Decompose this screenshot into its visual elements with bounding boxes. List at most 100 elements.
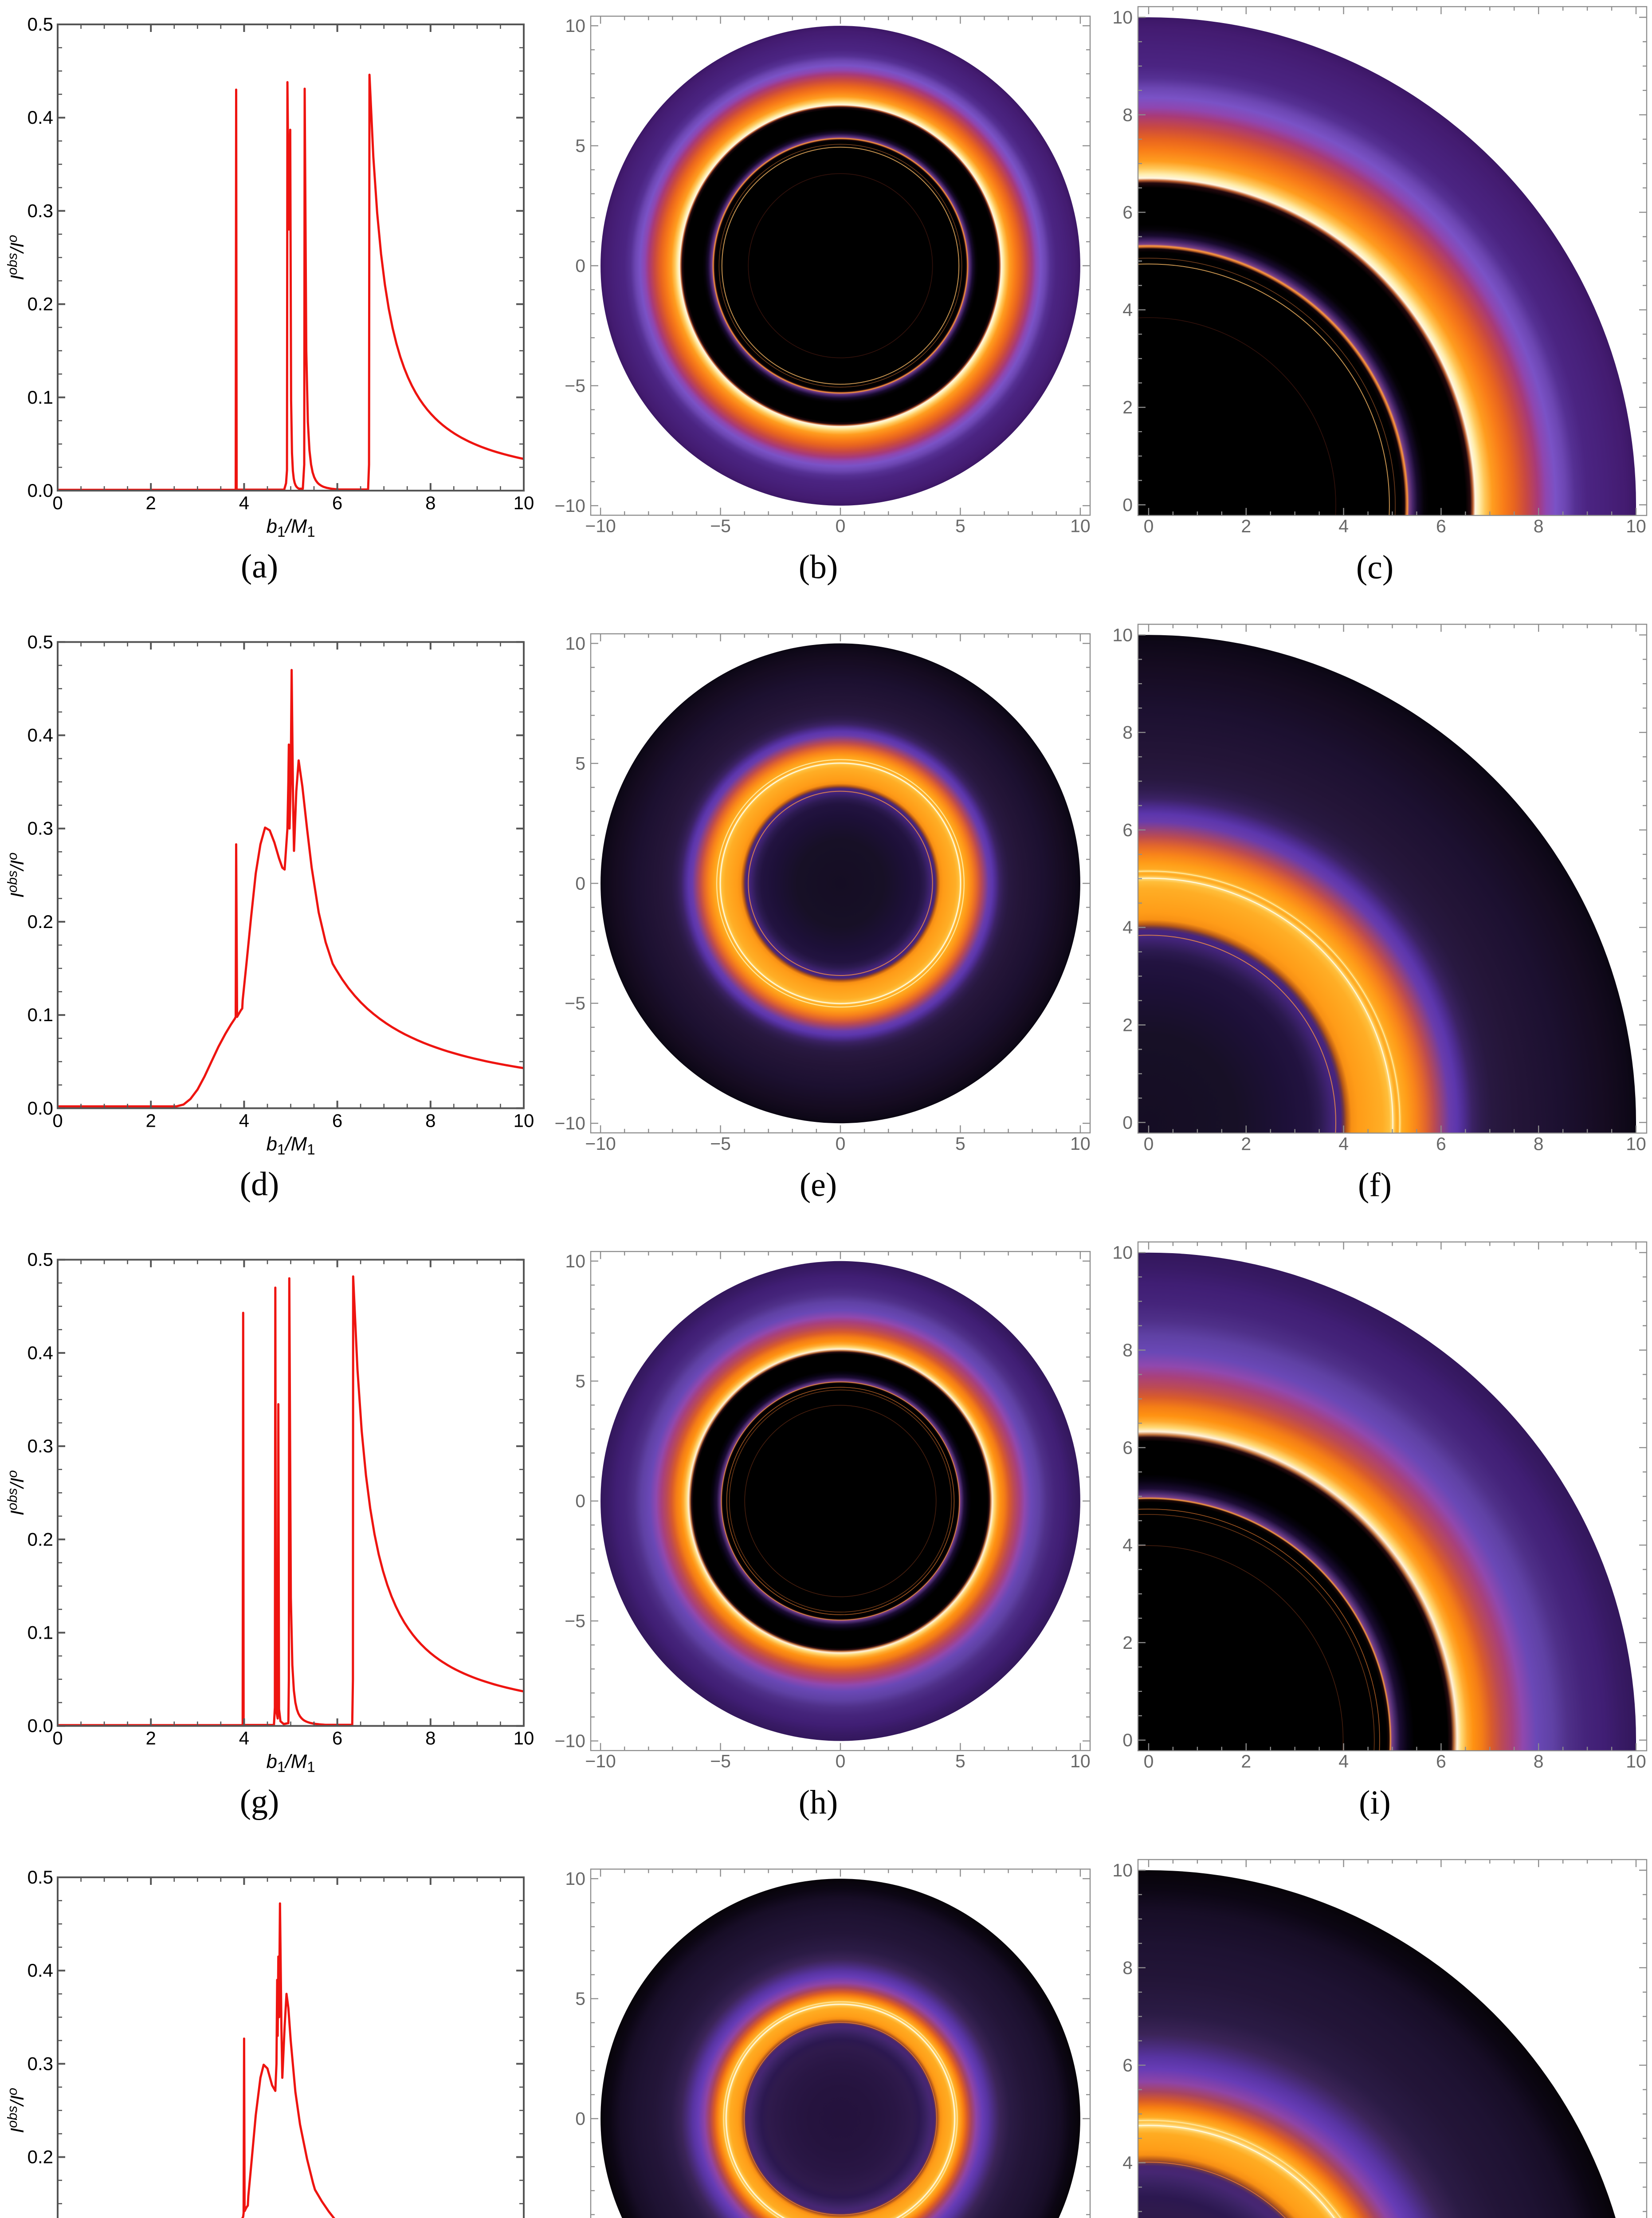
svg-text:8: 8: [1534, 1133, 1544, 1154]
svg-text:4: 4: [1338, 516, 1349, 536]
svg-text:0: 0: [575, 256, 585, 276]
svg-text:10: 10: [565, 633, 585, 653]
svg-text:0: 0: [575, 2108, 585, 2129]
svg-text:0.5: 0.5: [27, 631, 53, 652]
svg-text:0.1: 0.1: [27, 387, 53, 408]
svg-text:4: 4: [1122, 299, 1133, 320]
svg-text:−5: −5: [710, 1751, 731, 1771]
svg-text:10: 10: [1112, 1243, 1133, 1263]
svg-text:(b): (b): [799, 549, 838, 586]
svg-text:6: 6: [1122, 1437, 1133, 1458]
svg-text:0: 0: [52, 1728, 63, 1749]
svg-text:−5: −5: [565, 993, 585, 1014]
svg-text:2: 2: [1122, 397, 1133, 417]
svg-text:0.1: 0.1: [27, 1622, 53, 1643]
svg-text:6: 6: [1436, 1133, 1446, 1154]
svg-text:0.2: 0.2: [27, 294, 53, 315]
svg-text:−10: −10: [585, 516, 616, 536]
svg-text:8: 8: [1122, 1958, 1133, 1978]
svg-text:0.5: 0.5: [27, 1867, 53, 1888]
svg-text:5: 5: [955, 516, 965, 536]
svg-text:6: 6: [1122, 2055, 1133, 2076]
svg-text:−5: −5: [710, 1133, 731, 1154]
svg-text:6: 6: [1122, 202, 1133, 223]
svg-text:10: 10: [514, 1728, 534, 1749]
svg-text:4: 4: [239, 1110, 249, 1131]
svg-text:10: 10: [1112, 7, 1133, 28]
svg-text:10: 10: [1626, 1133, 1646, 1154]
svg-text:10: 10: [1626, 1751, 1646, 1772]
svg-text:5: 5: [955, 1133, 965, 1154]
svg-text:0: 0: [1144, 1751, 1154, 1772]
svg-text:0.3: 0.3: [27, 1435, 53, 1456]
svg-text:10: 10: [514, 492, 534, 513]
svg-text:4: 4: [1338, 1133, 1349, 1154]
svg-text:8: 8: [1534, 516, 1544, 536]
svg-text:−5: −5: [565, 1611, 585, 1631]
svg-text:0: 0: [1122, 495, 1133, 515]
svg-text:0.4: 0.4: [27, 107, 53, 128]
svg-text:(h): (h): [799, 1784, 838, 1821]
svg-text:2: 2: [1241, 1133, 1251, 1154]
svg-text:(g): (g): [240, 1783, 279, 1821]
svg-text:(f): (f): [1358, 1166, 1392, 1203]
svg-text:8: 8: [1534, 1751, 1544, 1772]
svg-text:8: 8: [425, 492, 436, 513]
svg-text:0.3: 0.3: [27, 818, 53, 839]
svg-text:2: 2: [1122, 1632, 1133, 1653]
svg-text:10: 10: [1070, 1133, 1091, 1154]
svg-text:0.2: 0.2: [27, 911, 53, 932]
svg-text:4: 4: [1122, 2152, 1133, 2173]
svg-text:0: 0: [1144, 516, 1154, 536]
svg-text:0.4: 0.4: [27, 725, 53, 746]
svg-text:0.2: 0.2: [27, 2147, 53, 2167]
svg-text:2: 2: [146, 492, 156, 513]
svg-text:10: 10: [1112, 1860, 1133, 1880]
svg-text:0.0: 0.0: [27, 1715, 53, 1736]
svg-text:2: 2: [146, 1110, 156, 1131]
svg-text:−10: −10: [585, 1133, 616, 1154]
svg-text:10: 10: [1112, 625, 1133, 645]
svg-text:6: 6: [332, 492, 342, 513]
svg-text:0.5: 0.5: [27, 1249, 53, 1270]
svg-text:10: 10: [514, 1110, 534, 1131]
svg-text:4: 4: [239, 492, 249, 513]
svg-text:−5: −5: [710, 516, 731, 536]
svg-text:5: 5: [955, 1751, 965, 1771]
svg-text:2: 2: [1241, 1751, 1251, 1772]
svg-text:(c): (c): [1356, 549, 1393, 586]
svg-text:5: 5: [575, 1371, 585, 1391]
svg-text:0: 0: [52, 492, 63, 513]
svg-text:0.3: 0.3: [27, 200, 53, 221]
svg-text:4: 4: [1122, 1535, 1133, 1555]
svg-text:6: 6: [1436, 1751, 1446, 1772]
svg-text:6: 6: [332, 1110, 342, 1131]
svg-text:6: 6: [332, 1728, 342, 1749]
svg-text:0: 0: [836, 1751, 846, 1771]
svg-text:10: 10: [565, 1251, 585, 1271]
svg-text:0: 0: [52, 1110, 63, 1131]
svg-text:0.0: 0.0: [27, 480, 53, 501]
svg-text:0: 0: [575, 873, 585, 893]
svg-text:6: 6: [1436, 516, 1446, 536]
svg-text:4: 4: [1122, 917, 1133, 938]
svg-text:0.1: 0.1: [27, 1004, 53, 1025]
svg-text:−10: −10: [554, 1731, 585, 1751]
svg-text:8: 8: [425, 1728, 436, 1749]
svg-text:−5: −5: [565, 375, 585, 396]
svg-text:5: 5: [575, 136, 585, 156]
svg-text:8: 8: [1122, 1340, 1133, 1361]
svg-text:(d): (d): [240, 1165, 279, 1203]
svg-text:0.0: 0.0: [27, 1097, 53, 1118]
svg-text:0: 0: [1122, 1112, 1133, 1133]
svg-text:(a): (a): [241, 548, 278, 585]
svg-text:8: 8: [1122, 722, 1133, 743]
svg-text:0: 0: [836, 1133, 846, 1154]
svg-text:5: 5: [575, 753, 585, 774]
svg-text:0.4: 0.4: [27, 1960, 53, 1981]
svg-text:−10: −10: [585, 1751, 616, 1771]
svg-text:0: 0: [575, 1491, 585, 1511]
svg-text:6: 6: [1122, 820, 1133, 840]
svg-text:0: 0: [1122, 1730, 1133, 1750]
svg-text:0.3: 0.3: [27, 2053, 53, 2074]
